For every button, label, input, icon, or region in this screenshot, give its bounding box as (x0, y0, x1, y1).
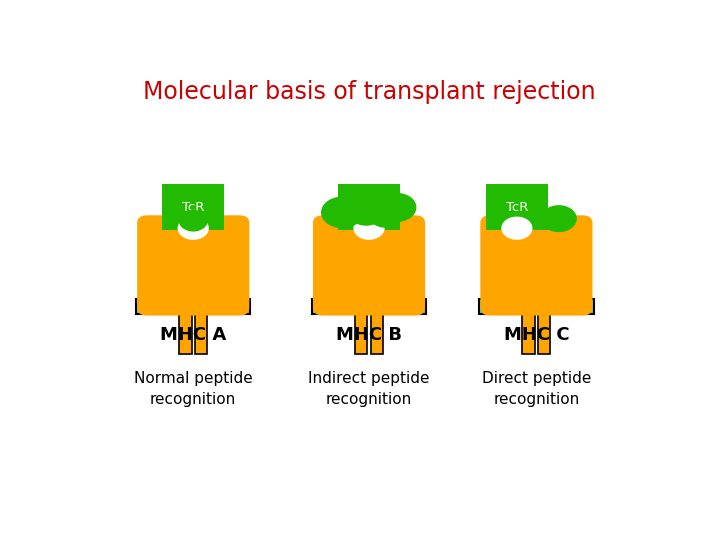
Circle shape (485, 211, 527, 243)
Circle shape (354, 217, 384, 240)
Circle shape (338, 212, 378, 242)
Circle shape (526, 211, 569, 243)
Bar (371, 306, 383, 354)
Text: TcR: TcR (358, 201, 380, 214)
Circle shape (504, 211, 546, 243)
Ellipse shape (179, 210, 208, 232)
Text: MHC B: MHC B (336, 326, 402, 344)
Text: Normal peptide
recognition: Normal peptide recognition (134, 371, 253, 407)
Circle shape (178, 217, 209, 240)
Text: Direct peptide
recognition: Direct peptide recognition (482, 371, 591, 407)
FancyBboxPatch shape (338, 184, 400, 230)
Circle shape (318, 212, 359, 242)
FancyBboxPatch shape (486, 184, 548, 230)
Text: TcR: TcR (182, 201, 204, 214)
Bar (355, 306, 367, 354)
Bar (538, 306, 550, 354)
Circle shape (321, 197, 364, 228)
Bar (480, 299, 593, 314)
Text: MHC C: MHC C (503, 326, 570, 344)
FancyBboxPatch shape (480, 215, 593, 315)
FancyBboxPatch shape (162, 184, 224, 230)
Circle shape (356, 185, 400, 219)
Bar (136, 299, 251, 314)
Circle shape (377, 193, 416, 222)
Bar (179, 306, 192, 354)
Bar (312, 299, 426, 314)
Ellipse shape (541, 205, 577, 232)
Text: TcR: TcR (505, 201, 528, 214)
Text: MHC A: MHC A (160, 326, 226, 344)
Circle shape (360, 212, 400, 242)
Text: Molecular basis of transplant rejection: Molecular basis of transplant rejection (143, 80, 595, 104)
Text: Indirect peptide
recognition: Indirect peptide recognition (308, 371, 430, 407)
Bar (195, 306, 207, 354)
Bar (523, 306, 535, 354)
Circle shape (501, 217, 533, 240)
Circle shape (368, 201, 404, 228)
Circle shape (336, 188, 380, 221)
Circle shape (348, 199, 384, 226)
Circle shape (379, 212, 420, 242)
FancyBboxPatch shape (137, 215, 249, 315)
FancyBboxPatch shape (313, 215, 425, 315)
